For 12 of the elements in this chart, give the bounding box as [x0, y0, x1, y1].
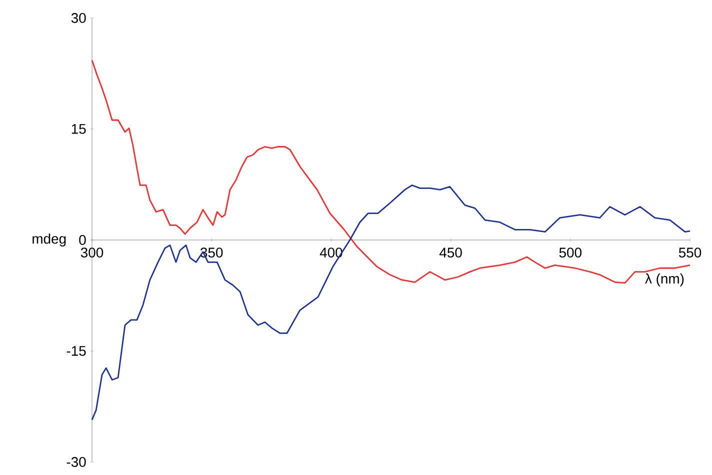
y-tick-label: -15 — [66, 346, 86, 356]
y-tick-label: 30 — [71, 13, 86, 23]
y-axis-title: mdeg — [32, 233, 66, 246]
x-tick-label: 500 — [559, 248, 582, 258]
x-tick-label: 450 — [439, 248, 462, 258]
x-axis-title: λ (nm) — [645, 273, 684, 286]
x-tick-label: 350 — [200, 248, 223, 258]
y-tick-label: 0 — [79, 235, 86, 245]
y-tick-label: 15 — [72, 124, 86, 134]
y-tick-label: -30 — [66, 457, 86, 467]
x-tick-label: 300 — [80, 248, 104, 258]
x-tick-label: 550 — [678, 248, 702, 258]
